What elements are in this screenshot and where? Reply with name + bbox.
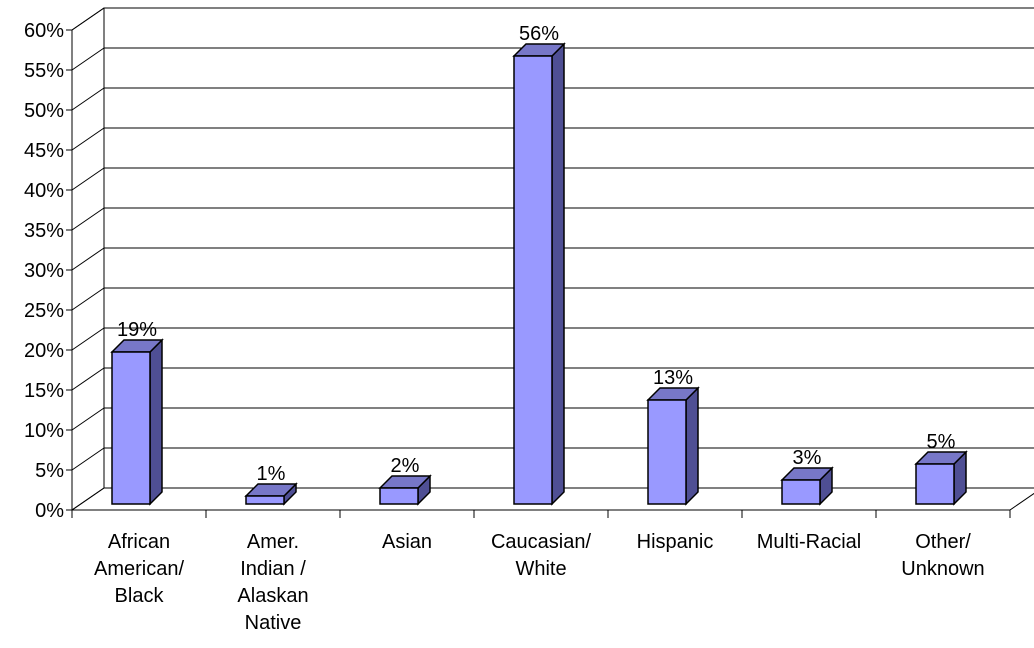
side-gridline <box>71 327 105 351</box>
category-label-line: Black <box>115 585 165 607</box>
data-label: 56% <box>519 23 559 45</box>
bar-side <box>685 386 699 506</box>
data-label: 19% <box>117 319 157 341</box>
data-label: 13% <box>653 367 693 389</box>
y-tick-label: 30% <box>24 260 64 282</box>
side-gridline <box>71 87 105 111</box>
bar-front <box>915 463 955 505</box>
bars <box>110 42 968 506</box>
category-label-line: Multi-Racial <box>757 531 861 553</box>
data-label: 1% <box>257 463 286 485</box>
side-gridline <box>71 207 105 231</box>
y-axis-top-edge <box>71 7 105 31</box>
category-label-line: Native <box>245 612 302 634</box>
bar-front <box>513 55 553 505</box>
category-label: Multi-Racial <box>757 531 861 553</box>
floor <box>70 487 1034 511</box>
bar-front <box>245 495 285 505</box>
bar <box>780 466 834 506</box>
data-label: 5% <box>927 431 956 453</box>
bar-front <box>111 351 151 505</box>
category-label: Other/Unknown <box>901 531 984 580</box>
category-label-line: Amer. <box>247 531 299 553</box>
bar-side <box>149 338 163 506</box>
category-label-line: Indian / <box>240 558 306 580</box>
category-label-line: American/ <box>94 558 184 580</box>
y-tick-label: 25% <box>24 300 64 322</box>
bar <box>512 42 566 506</box>
y-tick-label: 45% <box>24 140 64 162</box>
y-tick-label: 20% <box>24 340 64 362</box>
y-tick-label: 40% <box>24 180 64 202</box>
side-gridline <box>71 447 105 471</box>
category-label-line: Alaskan <box>237 585 308 607</box>
bar-front <box>781 479 821 505</box>
bar <box>244 482 298 506</box>
side-gridline <box>71 167 105 191</box>
axes <box>66 7 1034 518</box>
bar-front <box>647 399 687 505</box>
category-label-line: Other/ <box>915 531 971 553</box>
y-tick-label: 10% <box>24 420 64 442</box>
category-label-line: Asian <box>382 531 432 553</box>
data-label: 3% <box>793 447 822 469</box>
y-tick-label: 5% <box>35 460 64 482</box>
category-label: Hispanic <box>637 531 714 553</box>
y-tick-label: 55% <box>24 60 64 82</box>
side-gridline <box>71 47 105 71</box>
side-gridline <box>71 247 105 271</box>
category-label-line: White <box>515 558 566 580</box>
labels: 0% 5% 10% 15% 20% 25% 30% 35% 40% 45% 50% 55% 60% 19%… <box>24 20 985 634</box>
bar <box>110 338 164 506</box>
y-tick-label: 15% <box>24 380 64 402</box>
category-label-line: Caucasian/ <box>491 531 592 553</box>
bar-side <box>551 42 565 506</box>
category-label: Asian <box>382 531 432 553</box>
data-label: 2% <box>391 455 420 477</box>
category-label: Caucasian/White <box>491 531 592 580</box>
y-tick-label: 0% <box>35 500 64 522</box>
side-gridline <box>71 407 105 431</box>
category-label-line: Unknown <box>901 558 984 580</box>
category-label-line: Hispanic <box>637 531 714 553</box>
bar <box>914 450 968 506</box>
y-tick-label: 35% <box>24 220 64 242</box>
category-label: Amer. Indian / Alaskan Native <box>237 531 308 634</box>
bar-front <box>379 487 419 505</box>
y-tick-label: 60% <box>24 20 64 42</box>
plot-area <box>71 7 1034 511</box>
category-label-line: African <box>108 531 170 553</box>
bar <box>646 386 700 506</box>
side-gridline <box>71 287 105 311</box>
side-gridline <box>71 127 105 151</box>
category-label: African American/Black <box>94 531 184 607</box>
side-gridline <box>71 367 105 391</box>
bar <box>378 474 432 506</box>
y-tick-label: 50% <box>24 100 64 122</box>
